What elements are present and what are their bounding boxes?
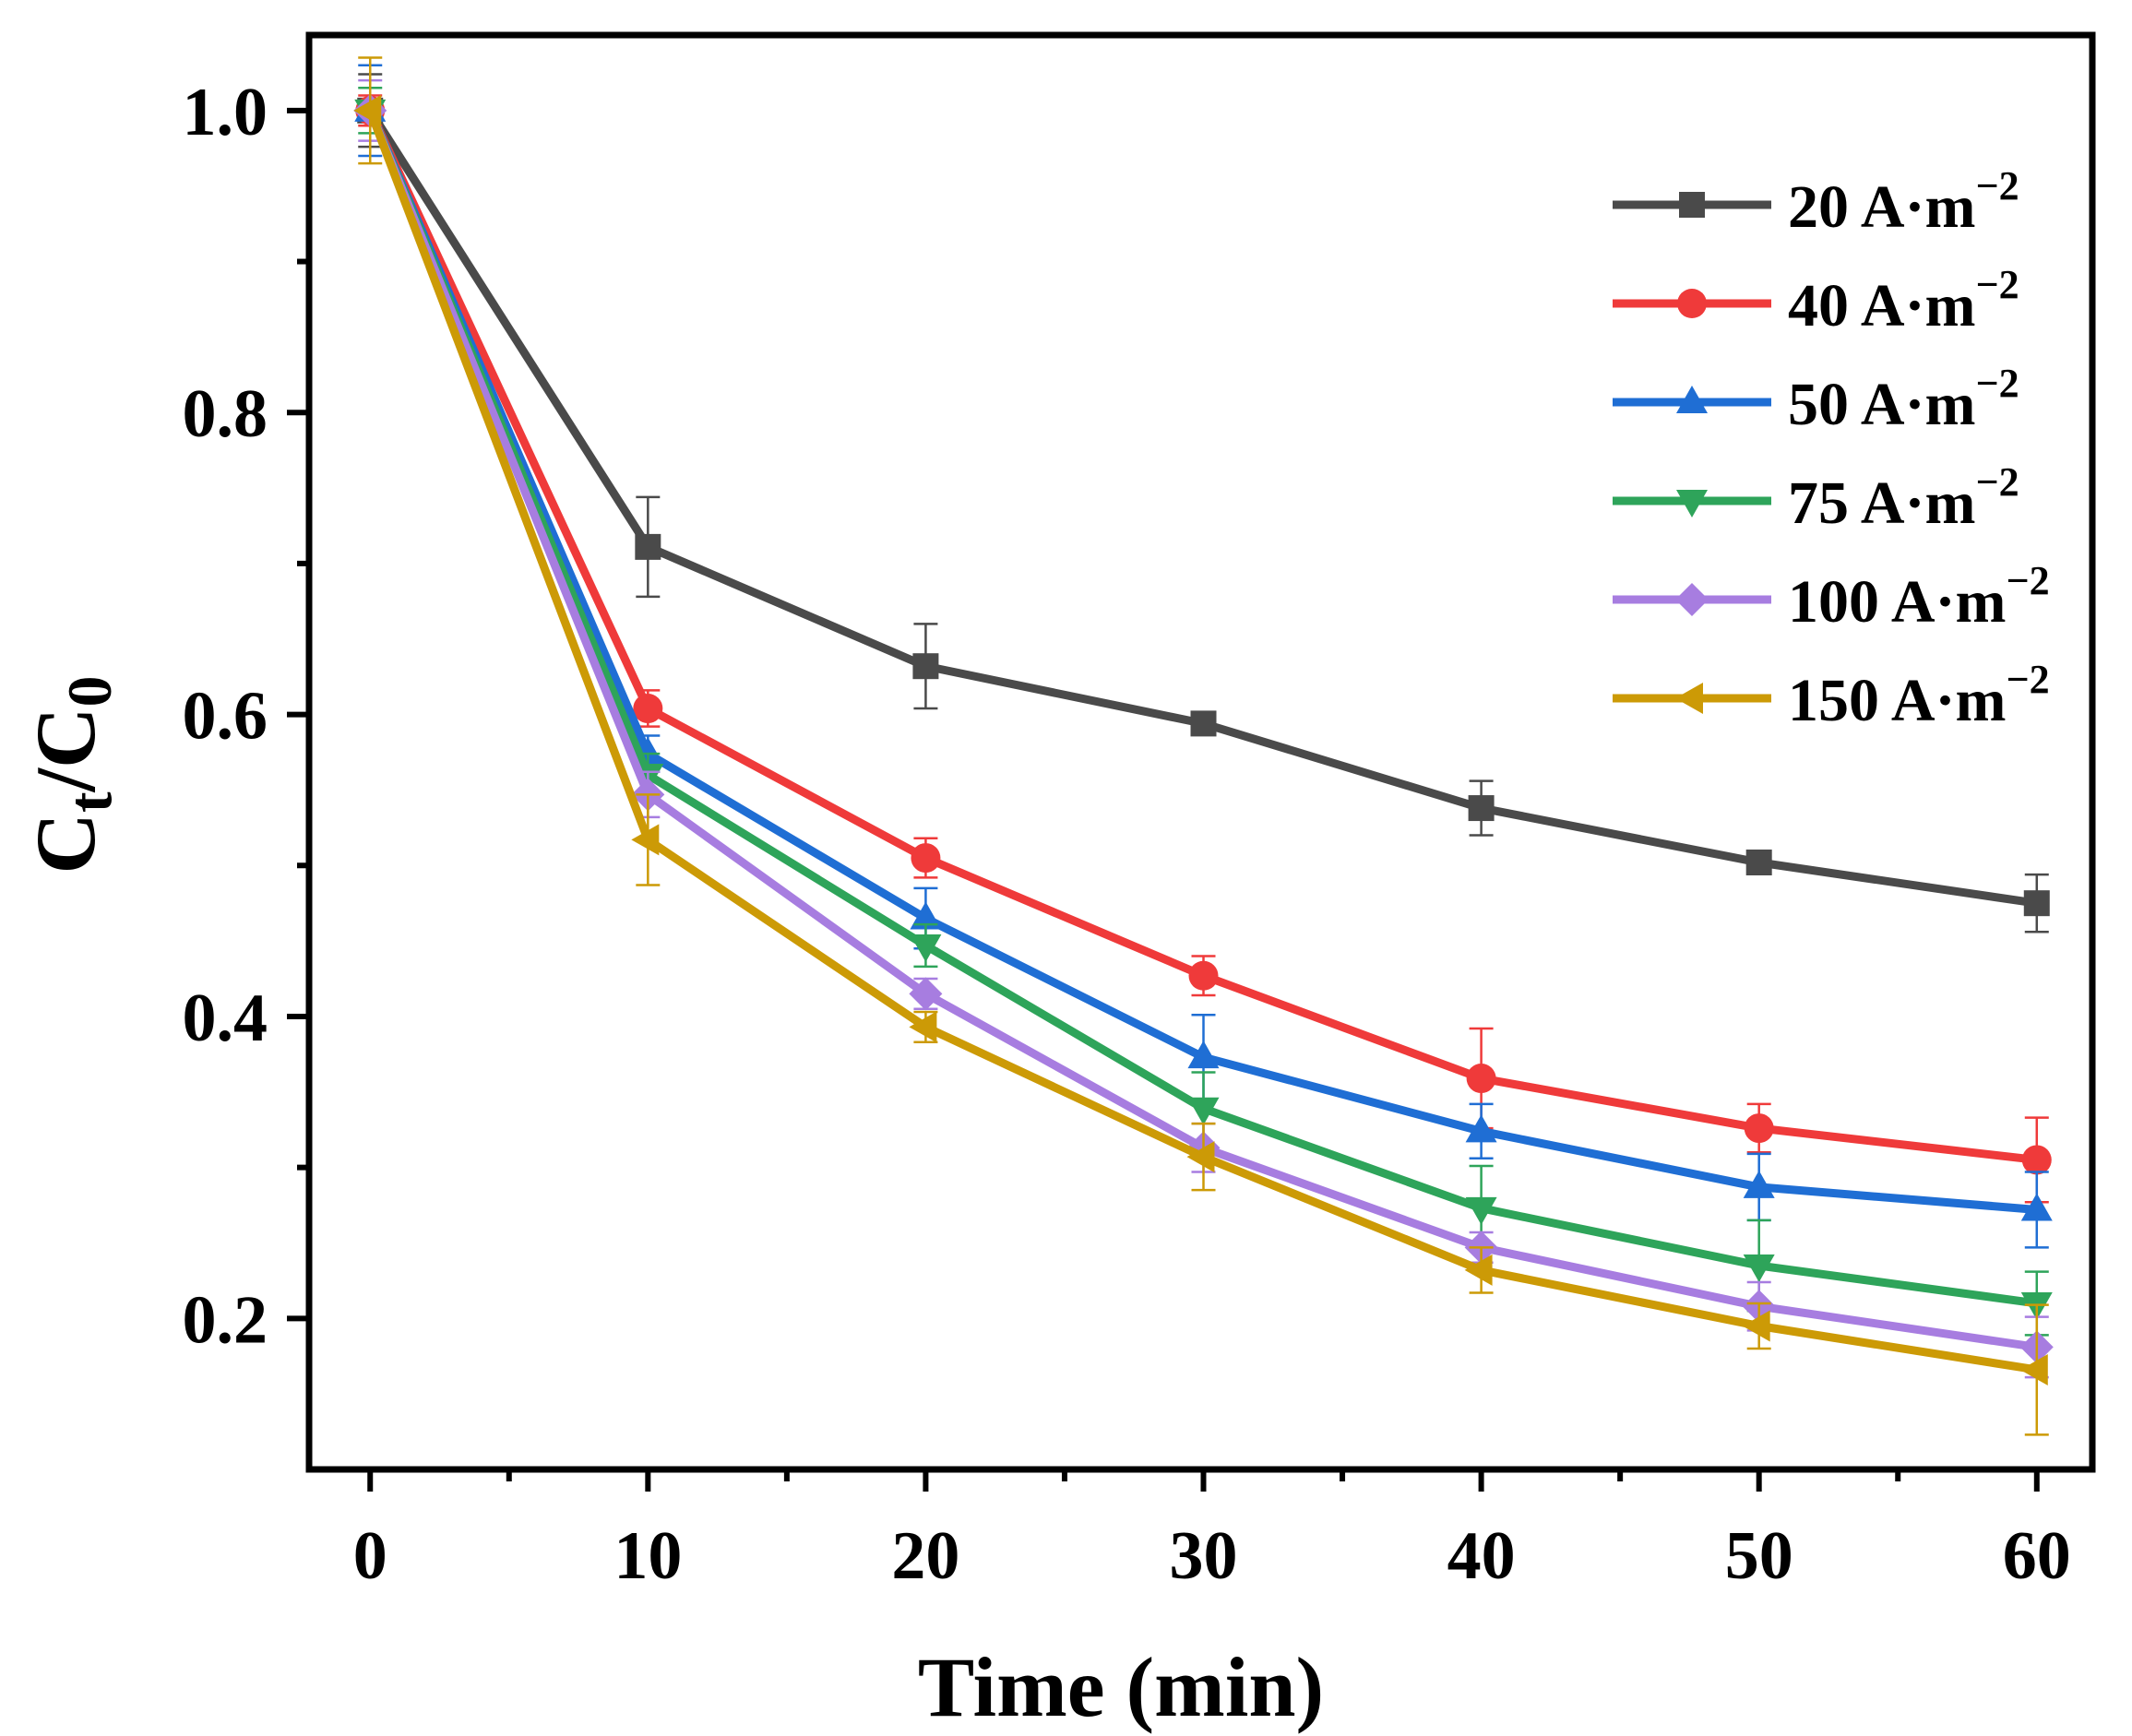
data-point [2023,890,2050,917]
data-point [910,934,942,963]
legend: 20 A·m−2 40 A·m−2 50 A·m−2 75 A·m−2 100 A·m−… [1613,163,2050,734]
data-point [635,533,661,560]
legend-label: 75 A·m−2 [1788,459,2019,537]
data-point [1465,1114,1497,1143]
data-point [631,824,660,856]
data-point [1745,849,1772,875]
x-tick-label: 0 [353,1518,387,1594]
series-40-a-m2 [355,94,2052,1204]
y-tick-label: 0.6 [183,679,268,755]
legend-label: 100 A·m−2 [1788,558,2050,636]
x-tick-label: 20 [891,1518,959,1594]
data-point [1466,1064,1496,1094]
legend-label: 50 A·m−2 [1788,361,2019,438]
data-point [1744,1113,1774,1144]
data-point [1742,1310,1770,1342]
data-point [1679,192,1705,218]
series-150-a-m2 [353,56,2049,1436]
data-point [1187,1040,1220,1069]
data-point [1464,1254,1493,1286]
x-tick-label: 30 [1170,1518,1238,1594]
data-point [1187,1097,1220,1125]
legend-label: 150 A·m−2 [1788,657,2050,734]
legend-item: 100 A·m−2 [1613,558,2050,636]
data-point [1190,710,1217,737]
data-point [1675,583,1709,616]
data-point [2019,1353,2048,1385]
y-axis-title: Ct/C0 [18,675,125,874]
data-point [1676,386,1708,413]
y-tick-label: 0.2 [183,1282,268,1358]
legend-item: 150 A·m−2 [1613,657,2050,734]
legend-item: 20 A·m−2 [1613,163,2019,241]
legend-item: 40 A·m−2 [1613,262,2019,339]
legend-label: 20 A·m−2 [1788,163,2019,241]
y-tick-label: 0.8 [183,376,268,452]
data-point [1188,960,1219,991]
x-tick-label: 50 [1725,1518,1793,1594]
series-50-a-m2 [354,64,2053,1249]
data-point [1468,795,1495,822]
series-line [366,108,2038,908]
data-point [1465,1196,1497,1225]
data-point [912,653,939,680]
y-tick-label: 0.4 [183,981,268,1056]
data-point [1743,1170,1775,1198]
legend-item: 50 A·m−2 [1613,361,2019,438]
legend-item: 75 A·m−2 [1613,459,2019,537]
data-point [1186,1141,1215,1173]
data-point [2020,1193,2053,1221]
series-line [366,108,2038,1164]
data-point [909,977,943,1011]
data-point [909,1011,937,1043]
data-point [2021,1145,2052,1175]
legend-label: 40 A·m−2 [1788,262,2019,339]
x-tick-label: 10 [613,1518,682,1594]
plot-frame [305,31,2096,1473]
series-layer [353,56,2054,1436]
x-tick-label: 60 [2003,1518,2071,1594]
data-point [633,694,663,724]
data-point [911,843,941,874]
data-point [1677,289,1707,318]
data-point [910,901,942,930]
data-point [1676,490,1708,517]
data-point [1675,683,1703,714]
data-point [1743,1254,1775,1283]
x-tick-label: 40 [1447,1518,1516,1594]
x-axis-title: Time (min) [918,1640,1324,1734]
data-point [353,94,382,126]
y-tick-label: 1.0 [183,75,268,150]
axes: 0 10 20 30 40 50 60 0.2 0.4 0.6 0.8 1.0 [183,31,2096,1594]
